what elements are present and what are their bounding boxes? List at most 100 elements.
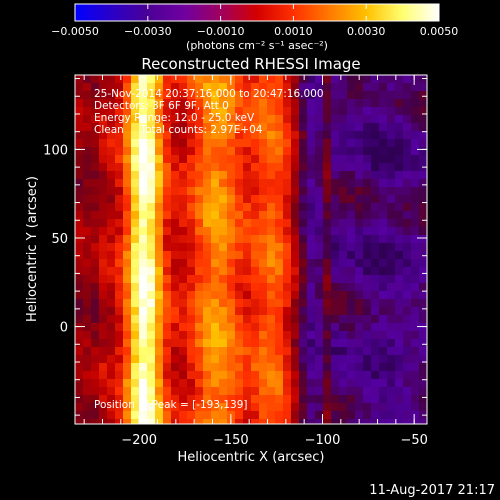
heatmap-cell	[315, 155, 323, 163]
heatmap-cell	[91, 251, 99, 259]
heatmap-cell	[339, 171, 347, 179]
heatmap-cell	[179, 203, 187, 211]
heatmap-cell	[219, 355, 227, 363]
heatmap-cell	[355, 179, 363, 187]
heatmap-cell	[91, 163, 99, 171]
heatmap-cell	[107, 219, 115, 227]
heatmap-cell	[419, 131, 427, 139]
heatmap-cell	[355, 379, 363, 387]
heatmap-cell	[379, 363, 387, 371]
heatmap-cell	[83, 91, 91, 99]
heatmap-cell	[259, 179, 267, 187]
heatmap-cell	[275, 251, 283, 259]
heatmap-cell	[347, 395, 355, 403]
heatmap-cell	[379, 243, 387, 251]
heatmap-cell	[395, 275, 403, 283]
heatmap-cell	[403, 91, 411, 99]
heatmap-cell	[419, 275, 427, 283]
heatmap-cell	[139, 259, 147, 267]
heatmap-cell	[115, 323, 123, 331]
heatmap-cell	[155, 275, 163, 283]
heatmap-cell	[155, 291, 163, 299]
heatmap-cell	[195, 171, 203, 179]
heatmap-cell	[419, 307, 427, 315]
heatmap-cell	[275, 195, 283, 203]
heatmap-cell	[179, 187, 187, 195]
heatmap-cell	[211, 315, 219, 323]
heatmap-cell	[363, 363, 371, 371]
heatmap-cell	[403, 315, 411, 323]
heatmap-cell	[147, 179, 155, 187]
heatmap-cell	[371, 315, 379, 323]
heatmap-cell	[163, 331, 171, 339]
heatmap-cell	[123, 379, 131, 387]
heatmap-cell	[339, 339, 347, 347]
heatmap-cell	[99, 163, 107, 171]
heatmap-cell	[251, 171, 259, 179]
heatmap-cell	[123, 411, 131, 419]
heatmap-cell	[211, 291, 219, 299]
heatmap-cell	[195, 187, 203, 195]
heatmap-cell	[99, 99, 107, 107]
heatmap-cell	[227, 187, 235, 195]
heatmap-cell	[227, 123, 235, 131]
heatmap-cell	[179, 307, 187, 315]
heatmap-cell	[235, 123, 243, 131]
heatmap-cell	[347, 107, 355, 115]
heatmap-cell	[411, 411, 419, 419]
heatmap-cell	[411, 163, 419, 171]
heatmap-cell	[147, 267, 155, 275]
heatmap-cell	[259, 123, 267, 131]
heatmap-cell	[75, 283, 83, 291]
heatmap-cell	[91, 235, 99, 243]
heatmap-cell	[419, 187, 427, 195]
heatmap-cell	[243, 123, 251, 131]
heatmap-cell	[195, 411, 203, 419]
heatmap-cell	[123, 395, 131, 403]
heatmap-cell	[123, 331, 131, 339]
heatmap-cell	[99, 355, 107, 363]
heatmap-cell	[403, 291, 411, 299]
heatmap-cell	[387, 355, 395, 363]
heatmap-cell	[187, 371, 195, 379]
heatmap-cell	[347, 147, 355, 155]
heatmap-cell	[395, 347, 403, 355]
y-tick-label: 100	[43, 143, 68, 158]
heatmap-cell	[235, 307, 243, 315]
heatmap-cell	[355, 299, 363, 307]
heatmap-cell	[99, 187, 107, 195]
heatmap-cell	[291, 307, 299, 315]
heatmap-cell	[107, 363, 115, 371]
heatmap-cell	[123, 315, 131, 323]
heatmap-cell	[323, 347, 331, 355]
heatmap-cell	[403, 411, 411, 419]
heatmap-cell	[99, 131, 107, 139]
heatmap-cell	[123, 219, 131, 227]
heatmap-cell	[307, 235, 315, 243]
heatmap-cell	[203, 147, 211, 155]
heatmap-cell	[107, 147, 115, 155]
heatmap-cell	[323, 331, 331, 339]
heatmap-cell	[283, 339, 291, 347]
heatmap-cell	[259, 339, 267, 347]
heatmap-cell	[235, 251, 243, 259]
heatmap-cell	[235, 275, 243, 283]
heatmap-cell	[267, 171, 275, 179]
heatmap-cell	[291, 403, 299, 411]
heatmap-cell	[139, 91, 147, 99]
heatmap-cell	[99, 235, 107, 243]
heatmap-cell	[195, 99, 203, 107]
heatmap-cell	[227, 403, 235, 411]
heatmap-cell	[387, 387, 395, 395]
heatmap-cell	[171, 387, 179, 395]
y-axis-label: Heliocentric Y (arcsec)	[25, 176, 40, 322]
heatmap-cell	[227, 203, 235, 211]
heatmap-cell	[283, 323, 291, 331]
heatmap-cell	[147, 99, 155, 107]
heatmap-cell	[139, 219, 147, 227]
heatmap-cell	[283, 275, 291, 283]
heatmap-cell	[291, 91, 299, 99]
heatmap-cell	[75, 91, 83, 99]
heatmap-cell	[155, 419, 163, 424]
heatmap-cell	[123, 243, 131, 251]
